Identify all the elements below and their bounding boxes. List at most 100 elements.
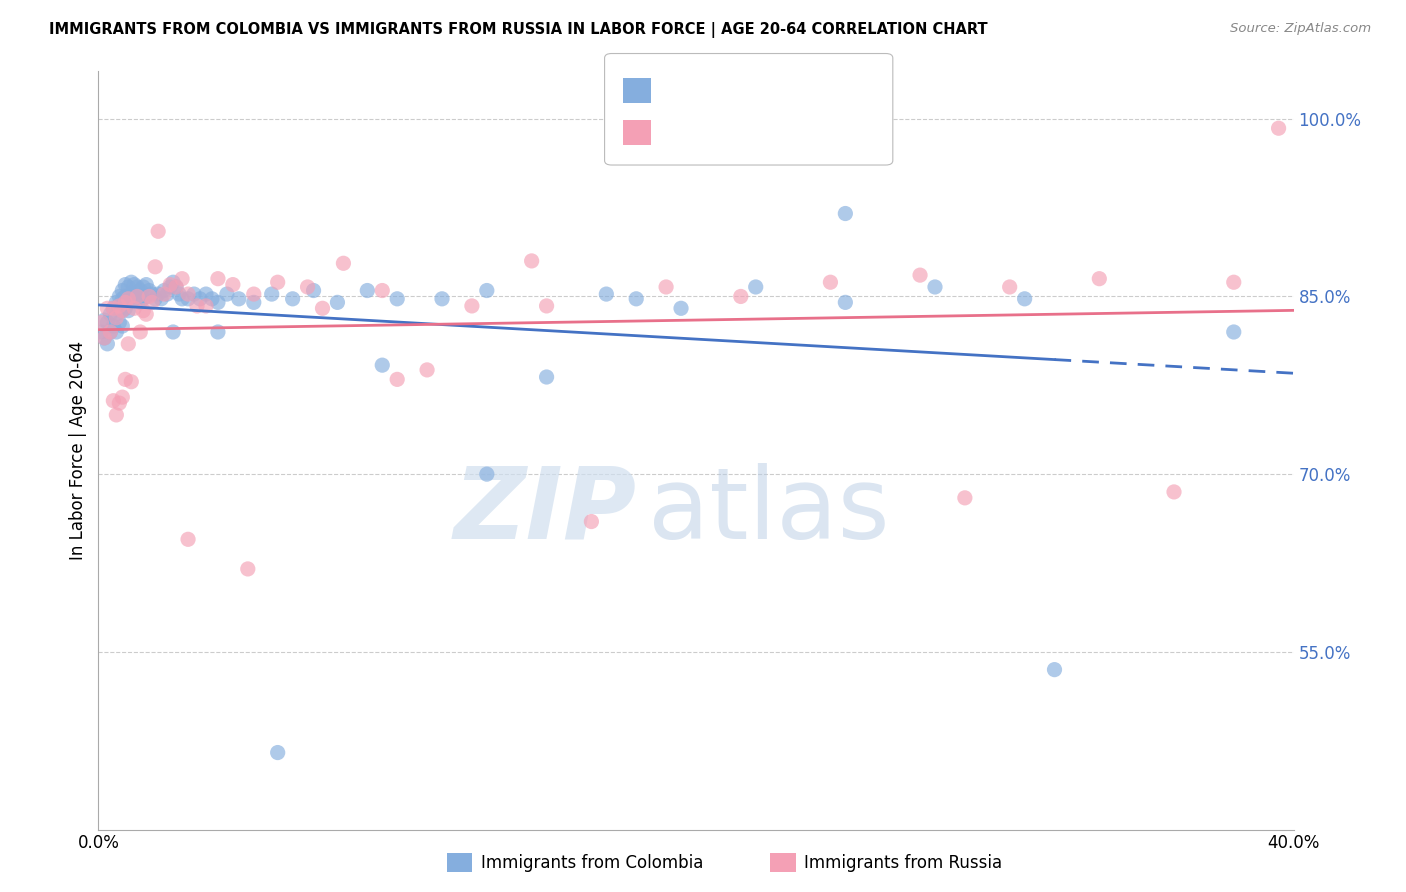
Point [520, 253, 543, 268]
Point [326, 295, 349, 310]
Point [834, 206, 856, 220]
Point [114, 372, 136, 386]
Point [141, 287, 163, 301]
Text: 82: 82 [823, 83, 848, 101]
Point [124, 277, 146, 292]
Point [834, 295, 856, 310]
Point [243, 287, 266, 301]
Point [103, 393, 125, 408]
Point [195, 287, 218, 301]
Point [215, 287, 238, 301]
Point [998, 280, 1021, 294]
Point [385, 292, 409, 306]
Point [98, 325, 122, 339]
Point [243, 295, 266, 310]
Point [536, 370, 558, 384]
Point [111, 303, 134, 318]
Point [111, 284, 134, 298]
Point [188, 292, 211, 306]
Point [135, 277, 157, 292]
Point [120, 275, 142, 289]
Point [167, 287, 190, 301]
Point [105, 295, 128, 310]
Text: Immigrants from Russia: Immigrants from Russia [804, 854, 1002, 871]
Point [595, 287, 617, 301]
Point [236, 562, 259, 576]
Point [908, 268, 931, 282]
Point [98, 307, 122, 321]
Point [260, 287, 283, 301]
Point [461, 299, 484, 313]
Point [222, 277, 245, 292]
Text: 0.235: 0.235 [710, 125, 766, 143]
Point [132, 303, 155, 318]
Point [207, 295, 229, 310]
Point [201, 292, 224, 306]
Point [177, 287, 200, 301]
Point [228, 292, 250, 306]
Point [1223, 275, 1246, 289]
Point [117, 303, 139, 318]
Point [745, 280, 768, 294]
Text: N =: N = [778, 125, 817, 143]
Point [536, 299, 558, 313]
Point [207, 271, 229, 285]
Point [93, 313, 115, 327]
Point [114, 289, 136, 303]
Point [141, 295, 163, 310]
Point [90, 325, 112, 339]
Point [129, 325, 152, 339]
Point [669, 301, 692, 316]
Point [655, 280, 678, 294]
Point [153, 284, 176, 298]
Point [1267, 121, 1289, 136]
Point [148, 287, 170, 301]
Point [156, 287, 179, 301]
Point [416, 363, 439, 377]
Point [127, 280, 149, 294]
Point [135, 307, 157, 321]
Point [186, 299, 208, 313]
Point [90, 316, 112, 330]
Point [127, 292, 149, 306]
Point [1043, 663, 1066, 677]
Y-axis label: In Labor Force | Age 20-64: In Labor Force | Age 20-64 [69, 341, 87, 560]
Text: Source: ZipAtlas.com: Source: ZipAtlas.com [1230, 22, 1371, 36]
Point [111, 390, 134, 404]
Point [385, 372, 409, 386]
Point [114, 301, 136, 316]
Point [105, 325, 128, 339]
Point [120, 287, 142, 301]
Point [267, 275, 290, 289]
Point [1088, 271, 1111, 285]
Point [172, 271, 194, 285]
Point [114, 277, 136, 292]
Point [302, 284, 325, 298]
Point [96, 336, 118, 351]
Point [165, 280, 187, 294]
Point [117, 280, 139, 294]
Text: IMMIGRANTS FROM COLOMBIA VS IMMIGRANTS FROM RUSSIA IN LABOR FORCE | AGE 20-64 CO: IMMIGRANTS FROM COLOMBIA VS IMMIGRANTS F… [49, 22, 988, 38]
Point [730, 289, 752, 303]
Point [207, 325, 229, 339]
Point [135, 289, 157, 303]
Point [114, 295, 136, 310]
Point [332, 256, 354, 270]
Point [103, 319, 125, 334]
Point [117, 336, 139, 351]
Point [281, 292, 304, 306]
Point [150, 292, 173, 306]
Point [105, 408, 128, 422]
Point [475, 467, 498, 482]
Point [120, 375, 142, 389]
Point [105, 310, 128, 325]
Point [162, 325, 184, 339]
Point [924, 280, 946, 294]
Point [132, 292, 155, 306]
Point [626, 292, 648, 306]
Point [138, 284, 160, 298]
Point [111, 292, 134, 306]
Point [267, 746, 290, 760]
Point [93, 331, 115, 345]
Point [1014, 292, 1036, 306]
